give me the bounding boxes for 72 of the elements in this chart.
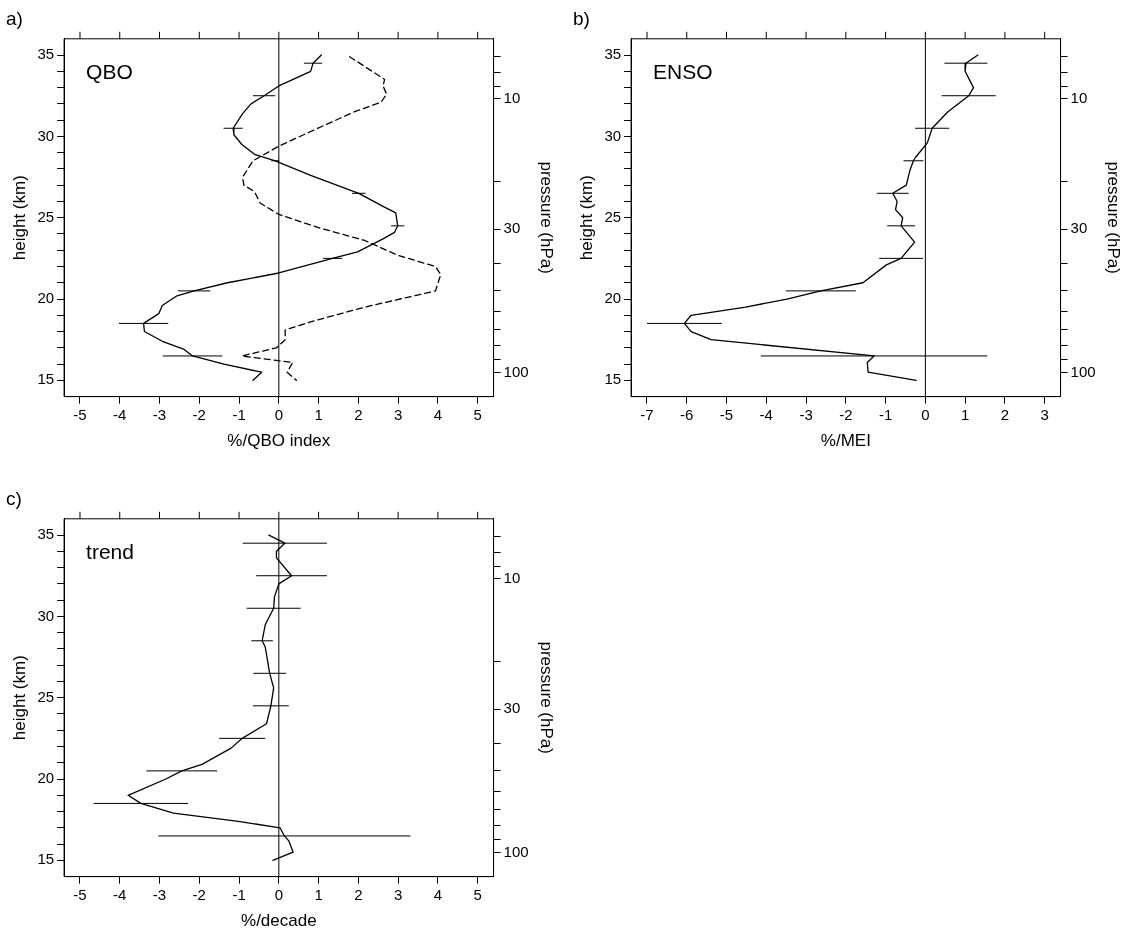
x-tick-label: 5 (473, 885, 482, 903)
x-tick-label: -5 (73, 885, 87, 903)
y-tick-label: 30 (37, 606, 55, 624)
annotation: ENSO (653, 59, 713, 83)
y2-tick-label: 100 (503, 842, 529, 860)
x-tick-label: -7 (640, 405, 654, 423)
y-tick-label: 25 (604, 207, 622, 225)
x-tick-label: -6 (680, 405, 694, 423)
x-tick-label: -1 (232, 405, 246, 423)
x-tick-label: 2 (354, 405, 363, 423)
x-tick-label: -4 (759, 405, 773, 423)
y2-tick-label: 30 (1070, 219, 1088, 237)
x-tick-label: 0 (274, 405, 283, 423)
y2-tick-label: 30 (503, 699, 521, 717)
x-tick-label: 3 (393, 405, 403, 423)
y-tick-label: 20 (37, 289, 55, 307)
y2-tick-label: 100 (1070, 362, 1096, 380)
x-tick-label: -3 (799, 405, 813, 423)
x-tick-label: -4 (113, 885, 127, 903)
y-tick-label: 20 (37, 769, 55, 787)
y-axis-title: height (km) (9, 175, 29, 261)
x-tick-label: 5 (473, 405, 482, 423)
y2-axis-title: pressure (hPa) (1104, 161, 1124, 274)
y2-tick-label: 10 (1070, 88, 1088, 106)
x-tick-label: -1 (878, 405, 893, 423)
x-tick-label: -2 (192, 885, 206, 903)
x-tick-label: -2 (839, 405, 853, 423)
y-tick-label: 15 (37, 850, 55, 868)
x-tick-label: -5 (73, 405, 87, 423)
chart-title: b) (573, 7, 590, 29)
annotation: trend (86, 539, 134, 563)
x-tick-label: 2 (354, 885, 363, 903)
y2-tick-label: 10 (503, 88, 521, 106)
y2-axis-title: pressure (hPa) (537, 161, 557, 274)
y-axis-title: height (km) (9, 655, 29, 741)
x-tick-label: 1 (960, 405, 970, 423)
y-tick-label: 30 (37, 126, 55, 144)
x-tick-label: 1 (314, 405, 323, 423)
y2-axis-title: pressure (hPa) (537, 641, 557, 754)
y-tick-label: 25 (37, 687, 55, 705)
chart-title: c) (6, 487, 22, 509)
x-tick-label: 3 (1040, 405, 1049, 423)
chart-title: a) (6, 7, 23, 29)
y-tick-label: 35 (604, 45, 622, 63)
x-tick-label: -2 (192, 405, 206, 423)
x-tick-label: 2 (1000, 405, 1010, 423)
y-tick-label: 35 (37, 525, 55, 543)
y2-tick-label: 10 (503, 568, 521, 586)
x-axis-title: %/decade (241, 911, 317, 931)
x-tick-label: 4 (433, 405, 443, 423)
x-tick-label: -3 (152, 885, 167, 903)
y-tick-label: 35 (37, 45, 55, 63)
y-tick-label: 20 (604, 289, 622, 307)
y-tick-label: 25 (37, 207, 55, 225)
x-axis-title: %/QBO index (227, 431, 331, 451)
x-tick-label: -1 (232, 885, 246, 903)
x-tick-label: -4 (113, 405, 127, 423)
y-tick-label: 15 (604, 370, 622, 388)
x-tick-label: 3 (393, 885, 403, 903)
y-tick-label: 30 (604, 126, 622, 144)
y2-tick-label: 100 (503, 362, 529, 380)
x-axis-title: %/MEI (820, 431, 871, 451)
x-tick-label: -5 (719, 405, 734, 423)
x-tick-label: 1 (314, 885, 323, 903)
x-tick-label: 4 (433, 885, 443, 903)
y-tick-label: 15 (37, 370, 55, 388)
y-axis-title: height (km) (576, 175, 596, 261)
x-tick-label: 0 (274, 885, 283, 903)
annotation: QBO (86, 59, 133, 83)
x-tick-label: 0 (921, 405, 930, 423)
x-tick-label: -3 (152, 405, 167, 423)
y2-tick-label: 30 (503, 219, 521, 237)
